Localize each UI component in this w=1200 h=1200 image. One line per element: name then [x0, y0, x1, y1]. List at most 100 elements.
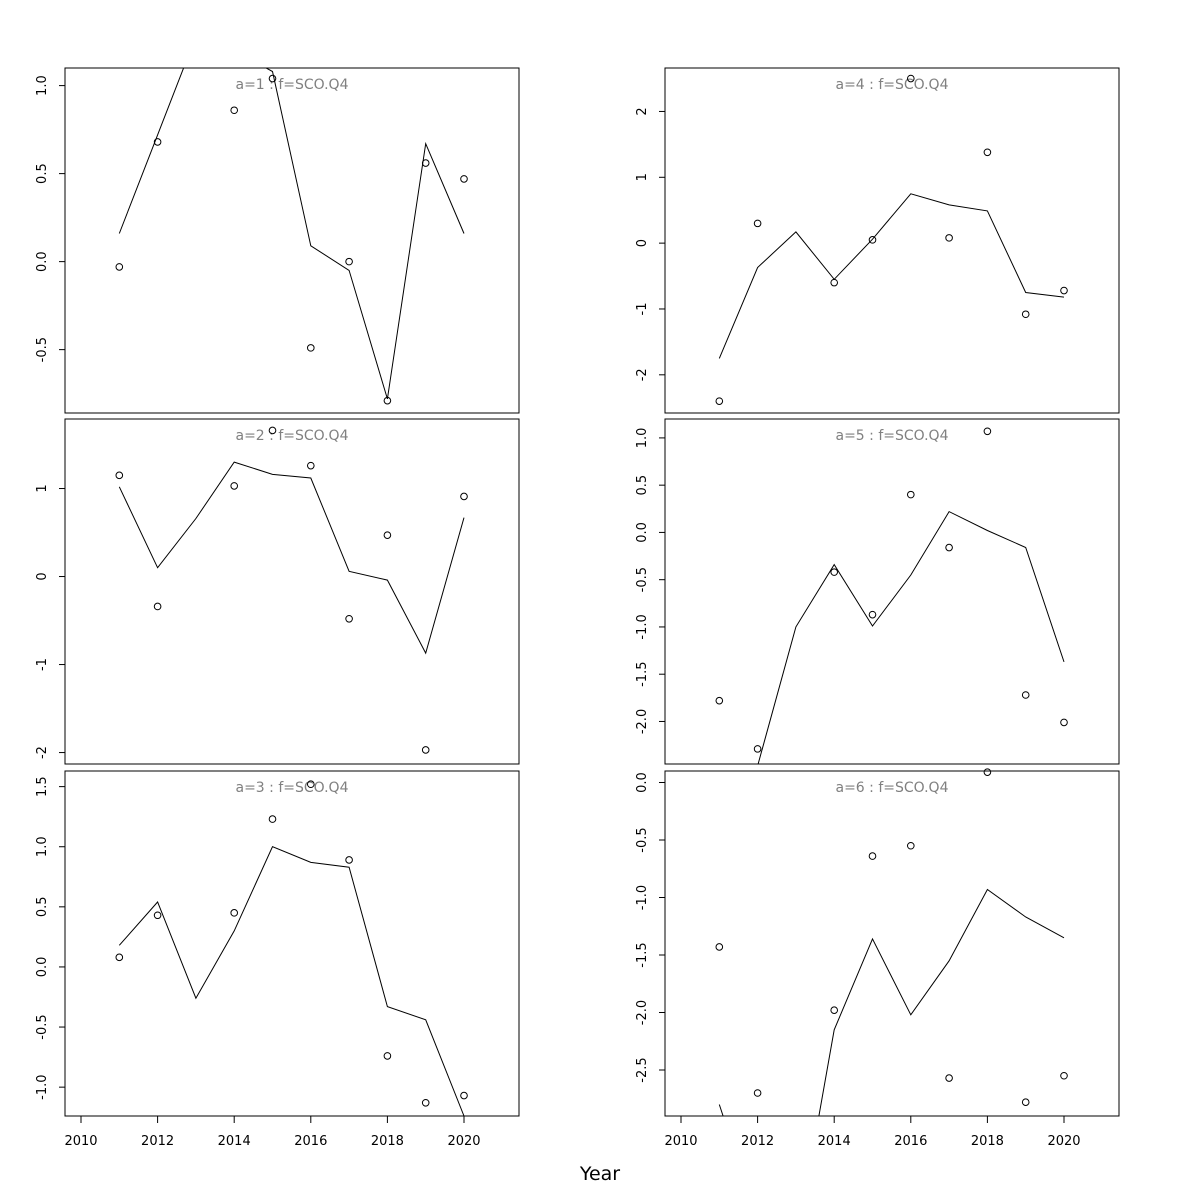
y-tick-label: 1.0	[35, 836, 50, 857]
x-tick-label: 2012	[141, 1134, 174, 1149]
data-point	[945, 543, 953, 552]
y-tick-label: -2.5	[635, 1057, 650, 1082]
data-point	[421, 746, 430, 754]
x-tick-label: 2020	[1047, 1134, 1080, 1149]
y-tick-label: 0	[635, 239, 650, 247]
data-point	[753, 745, 762, 753]
x-axis: 2010 2012 2014 2016 2018 2020	[664, 1115, 1081, 1149]
data-point	[421, 1098, 430, 1107]
data-point	[115, 471, 124, 480]
y-axis: -0.5 0.0 0.5 1.0	[35, 75, 65, 362]
x-tick-label: 2016	[894, 1134, 927, 1149]
y-axis: -1.0 -0.5 0.0 0.5 1.0 1.5	[35, 776, 65, 1100]
data-point	[460, 492, 468, 501]
x-tick-label: 2016	[294, 1134, 327, 1149]
panel-frame	[64, 67, 520, 414]
data-point	[460, 175, 468, 183]
series-line	[118, 461, 465, 655]
panel-frame	[64, 770, 520, 1117]
y-tick-label: -0.5	[635, 827, 650, 852]
y-tick-label: 1.0	[635, 428, 650, 449]
y-tick-label: 0.5	[35, 896, 50, 917]
data-point	[1021, 691, 1030, 699]
data-point	[1060, 1071, 1068, 1080]
data-point	[383, 1052, 392, 1060]
y-tick-label: 0.0	[635, 772, 650, 793]
data-point	[945, 234, 953, 242]
series-line	[118, 846, 465, 1116]
panel-a1: a=1 : f=SCO.Q4 -0.5 0.0 0.5 1.0	[35, 67, 520, 414]
y-tick-label: 0	[35, 572, 50, 580]
data-point	[753, 219, 762, 228]
series-line	[718, 193, 1065, 359]
y-tick-label: -1.5	[635, 942, 650, 967]
data-point	[345, 257, 353, 266]
panel-a2: a=2 : f=SCO.Q4 -2 -1 0 1	[35, 418, 520, 765]
data-point	[268, 74, 277, 83]
y-tick-label: -1	[635, 302, 650, 315]
y-axis: -2 -1 0 1	[35, 484, 65, 759]
data-point	[983, 427, 992, 436]
y-tick-label: 0.5	[35, 163, 50, 184]
data-point	[907, 74, 915, 83]
data-point	[421, 159, 430, 167]
y-tick-label: -2	[635, 368, 650, 381]
panel-title: a=1 : f=SCO.Q4	[236, 77, 349, 93]
data-point	[268, 815, 277, 823]
data-point	[307, 461, 315, 470]
y-axis: -2.0 -1.5 -1.0 -0.5 0.0 0.5 1.0	[635, 428, 665, 734]
series-line	[718, 888, 1065, 1116]
data-point	[907, 490, 915, 499]
data-point	[715, 696, 724, 705]
panel-title: a=5 : f=SCO.Q4	[836, 428, 949, 444]
y-tick-label: -1	[35, 658, 50, 671]
data-point	[830, 278, 839, 287]
panel-a6: a=6 : f=SCO.Q4 -2.5 -2.0 -1.5 -1.0 -0.5 0.0 201…	[635, 768, 1120, 1149]
panel-title: a=6 : f=SCO.Q4	[836, 780, 949, 796]
data-point	[230, 106, 238, 115]
data-point	[1060, 718, 1068, 727]
data-point	[868, 852, 877, 860]
data-point	[230, 909, 238, 917]
y-tick-label: -2	[35, 746, 50, 759]
y-tick-label: 0.0	[35, 957, 50, 978]
data-point	[345, 856, 353, 864]
series-line	[757, 510, 1065, 764]
y-tick-label: -1.0	[635, 885, 650, 910]
y-tick-label: -0.5	[35, 337, 50, 362]
data-point	[383, 531, 392, 539]
x-tick-label: 2020	[447, 1134, 480, 1149]
panel-frame	[64, 418, 520, 765]
data-point	[383, 396, 392, 405]
x-axis: 2010 2012 2014 2016 2018 2020	[64, 1115, 481, 1149]
data-point	[460, 1091, 468, 1100]
data-point	[230, 482, 238, 490]
panel-title: a=3 : f=SCO.Q4	[236, 780, 349, 796]
data-point	[830, 568, 839, 576]
data-point	[153, 602, 162, 611]
data-point	[1021, 310, 1030, 319]
data-point	[868, 610, 877, 619]
data-point	[153, 911, 162, 920]
panel-title: a=4 : f=SCO.Q4	[836, 77, 949, 93]
panel-frame	[664, 770, 1120, 1117]
panel-frame	[664, 67, 1120, 414]
data-point	[115, 263, 124, 271]
panels-layer: a=1 : f=SCO.Q4 -0.5 0.0 0.5 1.0 a=2 : f=SCO.Q…	[35, 67, 1120, 1149]
y-tick-label: 1	[35, 484, 50, 492]
panel-a4: a=4 : f=SCO.Q4 -2 -1 0 1 2	[635, 67, 1120, 414]
y-tick-label: 1.0	[35, 75, 50, 96]
data-point	[715, 943, 724, 951]
y-tick-label: -1.5	[635, 662, 650, 687]
data-point	[115, 953, 124, 962]
y-tick-label: -2.0	[635, 709, 650, 734]
data-point	[945, 1074, 953, 1082]
x-tick-label: 2014	[218, 1134, 251, 1149]
data-point	[268, 426, 277, 435]
x-tick-label: 2018	[371, 1134, 404, 1149]
series-line	[118, 68, 465, 400]
data-point	[868, 236, 877, 244]
panel-a5: a=5 : f=SCO.Q4 -2.0 -1.5 -1.0 -0.5 0.0 0.5 1.0	[635, 418, 1120, 765]
y-axis: -2 -1 0 1 2	[635, 107, 665, 381]
